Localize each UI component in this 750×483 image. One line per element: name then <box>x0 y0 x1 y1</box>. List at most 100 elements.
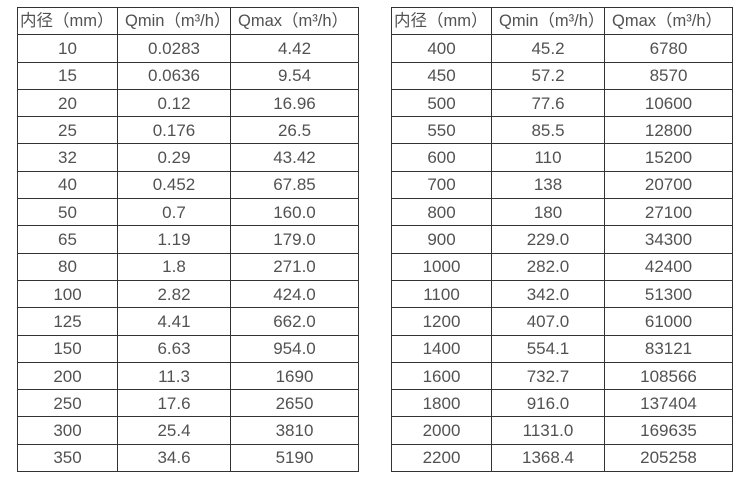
table-cell: 2200 <box>391 443 492 473</box>
table-cell: 27100 <box>604 198 733 227</box>
table-cell: 342.0 <box>491 279 605 309</box>
table-cell: 8570 <box>604 61 733 90</box>
table-row: 1800 916.0 137404 <box>391 389 733 418</box>
table-cell: 10 <box>17 34 118 63</box>
table-cell: 1200 <box>391 307 492 336</box>
table-cell: 2000 <box>391 416 492 445</box>
table-cell: 954.0 <box>230 334 359 363</box>
table-row: 700 138 20700 <box>391 170 733 200</box>
table-cell: 83121 <box>604 334 733 363</box>
table-row: 1200 407.0 61000 <box>391 307 733 336</box>
table-cell: 50 <box>17 198 118 227</box>
table-cell: 6.63 <box>117 334 231 363</box>
table-cell: 10600 <box>604 88 733 118</box>
table-cell: 77.6 <box>491 88 605 118</box>
table-cell: 0.29 <box>117 143 231 172</box>
table-cell: 1100 <box>391 279 492 309</box>
table-cell: 1690 <box>230 361 359 391</box>
table-cell: 43.42 <box>230 143 359 172</box>
table-cell: 25.4 <box>117 416 231 445</box>
table-row: 65 1.19 179.0 <box>17 225 359 254</box>
table-cell: 150 <box>17 334 118 363</box>
table-cell: 4.41 <box>117 307 231 336</box>
table-cell: 80 <box>17 252 118 281</box>
table-cell: 500 <box>391 88 492 118</box>
table-cell: 26.5 <box>230 116 359 145</box>
flow-table-large-diameters: 内径（mm） Qmin（m³/h） Qmax（m³/h） 400 45.2 6780… <box>391 6 733 473</box>
header-qmax: Qmax（m³/h） <box>230 6 359 36</box>
table-cell: 179.0 <box>230 225 359 254</box>
table-row: 500 77.6 10600 <box>391 88 733 118</box>
table-cell: 5190 <box>230 443 359 473</box>
table-cell: 600 <box>391 143 492 172</box>
table-cell: 732.7 <box>491 361 605 391</box>
table-cell: 229.0 <box>491 225 605 254</box>
table-cell: 45.2 <box>491 34 605 63</box>
table-cell: 9.54 <box>230 61 359 90</box>
table-cell: 1800 <box>391 389 492 418</box>
table-row: 150 6.63 954.0 <box>17 334 359 363</box>
table-cell: 32 <box>17 143 118 172</box>
table-cell: 400 <box>391 34 492 63</box>
table-cell: 300 <box>17 416 118 445</box>
header-qmin: Qmin（m³/h） <box>491 6 605 36</box>
table-row: 10 0.0283 4.42 <box>17 34 359 63</box>
table-row: 20 0.12 16.96 <box>17 88 359 118</box>
table-row: 400 45.2 6780 <box>391 34 733 63</box>
header-qmin: Qmin（m³/h） <box>117 6 231 36</box>
table-cell: 1.19 <box>117 225 231 254</box>
table-cell: 4.42 <box>230 34 359 63</box>
table-row: 300 25.4 3810 <box>17 416 359 445</box>
table-cell: 16.96 <box>230 88 359 118</box>
table-cell: 800 <box>391 198 492 227</box>
table-body: 10 0.0283 4.42 15 0.0636 9.54 20 0.12 16.96 25 0.1… <box>17 34 359 473</box>
table-cell: 1600 <box>391 361 492 391</box>
table-cell: 67.85 <box>230 170 359 200</box>
table-cell: 0.0283 <box>117 34 231 63</box>
table-cell: 169635 <box>604 416 733 445</box>
header-inner-diameter: 内径（mm） <box>391 6 492 36</box>
header-qmax: Qmax（m³/h） <box>604 6 733 36</box>
table-cell: 108566 <box>604 361 733 391</box>
header-row: 内径（mm） Qmin（m³/h） Qmax（m³/h） <box>17 6 359 36</box>
table-row: 80 1.8 271.0 <box>17 252 359 281</box>
table-cell: 40 <box>17 170 118 200</box>
table-row: 600 110 15200 <box>391 143 733 172</box>
table-cell: 1131.0 <box>491 416 605 445</box>
table-row: 200 11.3 1690 <box>17 361 359 391</box>
table-cell: 137404 <box>604 389 733 418</box>
table-cell: 350 <box>17 443 118 473</box>
table-row: 1100 342.0 51300 <box>391 279 733 309</box>
table-cell: 662.0 <box>230 307 359 336</box>
table-body: 400 45.2 6780 450 57.2 8570 500 77.6 10600 550 85.… <box>391 34 733 473</box>
table-cell: 205258 <box>604 443 733 473</box>
table-cell: 554.1 <box>491 334 605 363</box>
table-row: 250 17.6 2650 <box>17 389 359 418</box>
header-row: 内径（mm） Qmin（m³/h） Qmax（m³/h） <box>391 6 733 36</box>
table-row: 1400 554.1 83121 <box>391 334 733 363</box>
table-cell: 282.0 <box>491 252 605 281</box>
table-cell: 125 <box>17 307 118 336</box>
table-cell: 200 <box>17 361 118 391</box>
table-cell: 0.0636 <box>117 61 231 90</box>
table-cell: 3810 <box>230 416 359 445</box>
table-cell: 0.176 <box>117 116 231 145</box>
table-cell: 61000 <box>604 307 733 336</box>
table-cell: 34300 <box>604 225 733 254</box>
table-row: 900 229.0 34300 <box>391 225 733 254</box>
table-cell: 180 <box>491 198 605 227</box>
table-row: 450 57.2 8570 <box>391 61 733 90</box>
table-cell: 1368.4 <box>491 443 605 473</box>
table-cell: 0.7 <box>117 198 231 227</box>
table-row: 40 0.452 67.85 <box>17 170 359 200</box>
table-cell: 550 <box>391 116 492 145</box>
table-row: 800 180 27100 <box>391 198 733 227</box>
table-cell: 700 <box>391 170 492 200</box>
table-cell: 15200 <box>604 143 733 172</box>
table-cell: 2650 <box>230 389 359 418</box>
table-row: 50 0.7 160.0 <box>17 198 359 227</box>
table-cell: 15 <box>17 61 118 90</box>
table-cell: 407.0 <box>491 307 605 336</box>
table-cell: 138 <box>491 170 605 200</box>
